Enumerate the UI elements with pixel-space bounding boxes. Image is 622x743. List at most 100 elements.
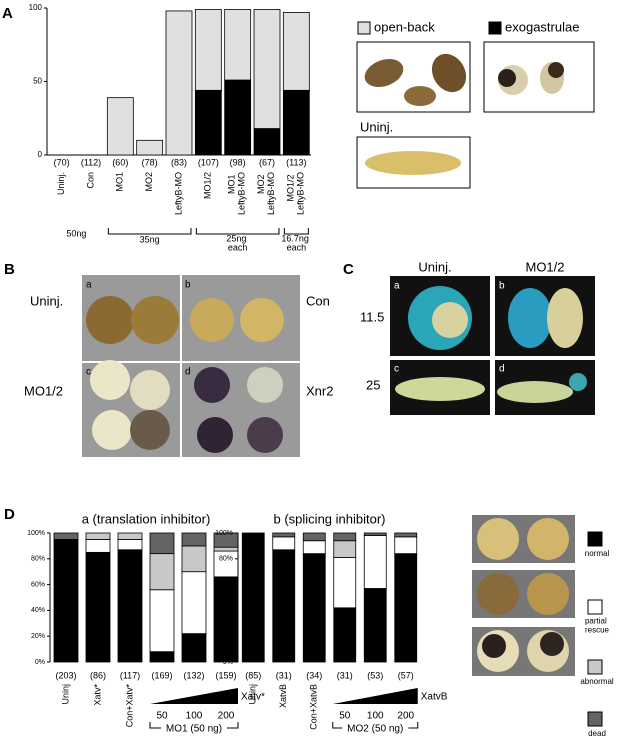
bar-segment <box>85 539 111 553</box>
y-tick-label: 80% <box>31 556 45 563</box>
x-tick-label: 200 <box>397 711 414 722</box>
group-label: MO1 (50 ng) <box>166 724 222 735</box>
dose-triangle <box>150 688 238 704</box>
bar-segment <box>333 532 357 542</box>
panel-letter: B <box>4 261 15 278</box>
gradient-label: Xatv* <box>241 692 265 703</box>
x-tick-label: Con <box>85 172 95 189</box>
bar-segment <box>117 532 143 540</box>
y-tick-label: 40% <box>219 607 233 614</box>
sample-size: (98) <box>230 157 246 167</box>
row-label: Con <box>306 293 330 308</box>
bar-segment <box>363 588 387 663</box>
bar-segment <box>394 553 418 663</box>
sample-size: (78) <box>142 157 158 167</box>
y-tick-label: 0% <box>223 659 233 666</box>
bar-segment <box>224 79 252 156</box>
photo-grid-b <box>82 275 300 457</box>
subpanel-letter: c <box>86 367 91 378</box>
y-tick-label: 40% <box>31 607 45 614</box>
row-label: MO1/2 <box>24 383 63 398</box>
legend-label: open-back <box>374 19 435 34</box>
x-tick-label: Uninj. <box>56 172 66 195</box>
photo-label: Uninj. <box>360 119 393 134</box>
sample-size: (83) <box>171 157 187 167</box>
sample-size: (57) <box>398 670 414 680</box>
dose-label: 35ng <box>140 234 160 244</box>
bar-segment <box>213 576 239 663</box>
legend-label: normal <box>585 549 610 558</box>
x-tick-label: MO1/2 <box>203 172 213 199</box>
y-tick-label: 60% <box>219 581 233 588</box>
bar-segment <box>181 532 207 547</box>
chart-title: b (splicing inhibitor) <box>274 511 386 526</box>
y-tick-label: 60% <box>31 581 45 588</box>
bar-segment <box>149 589 175 653</box>
group-label: MO2 (50 ng) <box>347 724 403 735</box>
dose-triangle <box>332 688 418 704</box>
sample-size: (169) <box>151 670 172 680</box>
bar-segment <box>85 551 111 663</box>
sample-size: (31) <box>337 670 353 680</box>
bar-segment <box>165 10 193 156</box>
legend-swatch <box>357 21 371 35</box>
panel-letter: A <box>2 5 13 22</box>
sample-size: (70) <box>54 157 70 167</box>
photo-exogastrulae <box>483 41 595 113</box>
sample-size: (112) <box>81 157 101 167</box>
sample-size: (107) <box>198 157 219 167</box>
sample-size: (159) <box>215 670 236 680</box>
sample-size: (31) <box>276 670 292 680</box>
bar-segment <box>253 9 281 129</box>
bar-segment <box>194 89 222 156</box>
row-label: Uninj. <box>30 293 63 308</box>
label-bg <box>342 723 409 735</box>
bar-segment <box>181 633 207 663</box>
sample-size: (34) <box>306 670 322 680</box>
sample-size: (85) <box>245 670 261 680</box>
x-tick-label: Xatv* <box>92 684 102 706</box>
bar-segment <box>282 89 310 156</box>
subpanel-letter: d <box>185 367 191 378</box>
sample-size: (113) <box>286 157 306 167</box>
y-tick-label: 100% <box>215 530 233 537</box>
stage-label: 25 <box>366 377 380 392</box>
dose-label: 16.7ng each <box>281 234 311 253</box>
legend-swatch <box>587 599 603 615</box>
legend-label: abnormal <box>580 677 614 686</box>
bar-segment <box>272 532 296 538</box>
dose-bracket <box>195 228 280 235</box>
bar-segment <box>302 532 326 542</box>
x-tick-label: MO1 LeftyB-MO <box>227 172 247 215</box>
bar-segment <box>241 532 265 663</box>
stage-label: 11.5 <box>360 309 384 324</box>
dose-bracket <box>283 228 309 235</box>
y-tick-label: 80% <box>219 556 233 563</box>
sample-size: (67) <box>259 157 275 167</box>
y-tick-label: 0 <box>38 150 43 159</box>
column-label: MO1/2 <box>525 259 564 274</box>
y-tick-label: 0% <box>35 659 45 666</box>
bar-segment <box>333 557 357 609</box>
x-tick-label: 100 <box>186 711 203 722</box>
x-tick-label: 50 <box>156 711 168 722</box>
bar-segment <box>181 571 207 635</box>
subpanel-letter: a <box>86 280 92 291</box>
y-tick-label: 100 <box>29 3 43 12</box>
x-tick-label: 50 <box>339 711 351 722</box>
panel-letter: D <box>4 506 15 523</box>
subpanel-letter: b <box>185 280 191 291</box>
bar-segment <box>272 549 296 663</box>
chart-title: a (translation inhibitor) <box>82 511 211 526</box>
photo-grid-c <box>390 276 595 415</box>
dose-label: 25ng each <box>226 234 249 253</box>
bar-segment <box>272 536 296 551</box>
legend-label: exogastrulae <box>505 19 579 34</box>
legend-swatch <box>587 711 603 727</box>
legend-swatch <box>488 21 502 35</box>
legend-label: partial rescue <box>585 617 610 635</box>
legend-swatch <box>587 659 603 675</box>
sample-size: (86) <box>90 670 106 680</box>
sample-size: (117) <box>120 670 140 680</box>
x-tick-label: Con+XatvB <box>309 684 319 730</box>
